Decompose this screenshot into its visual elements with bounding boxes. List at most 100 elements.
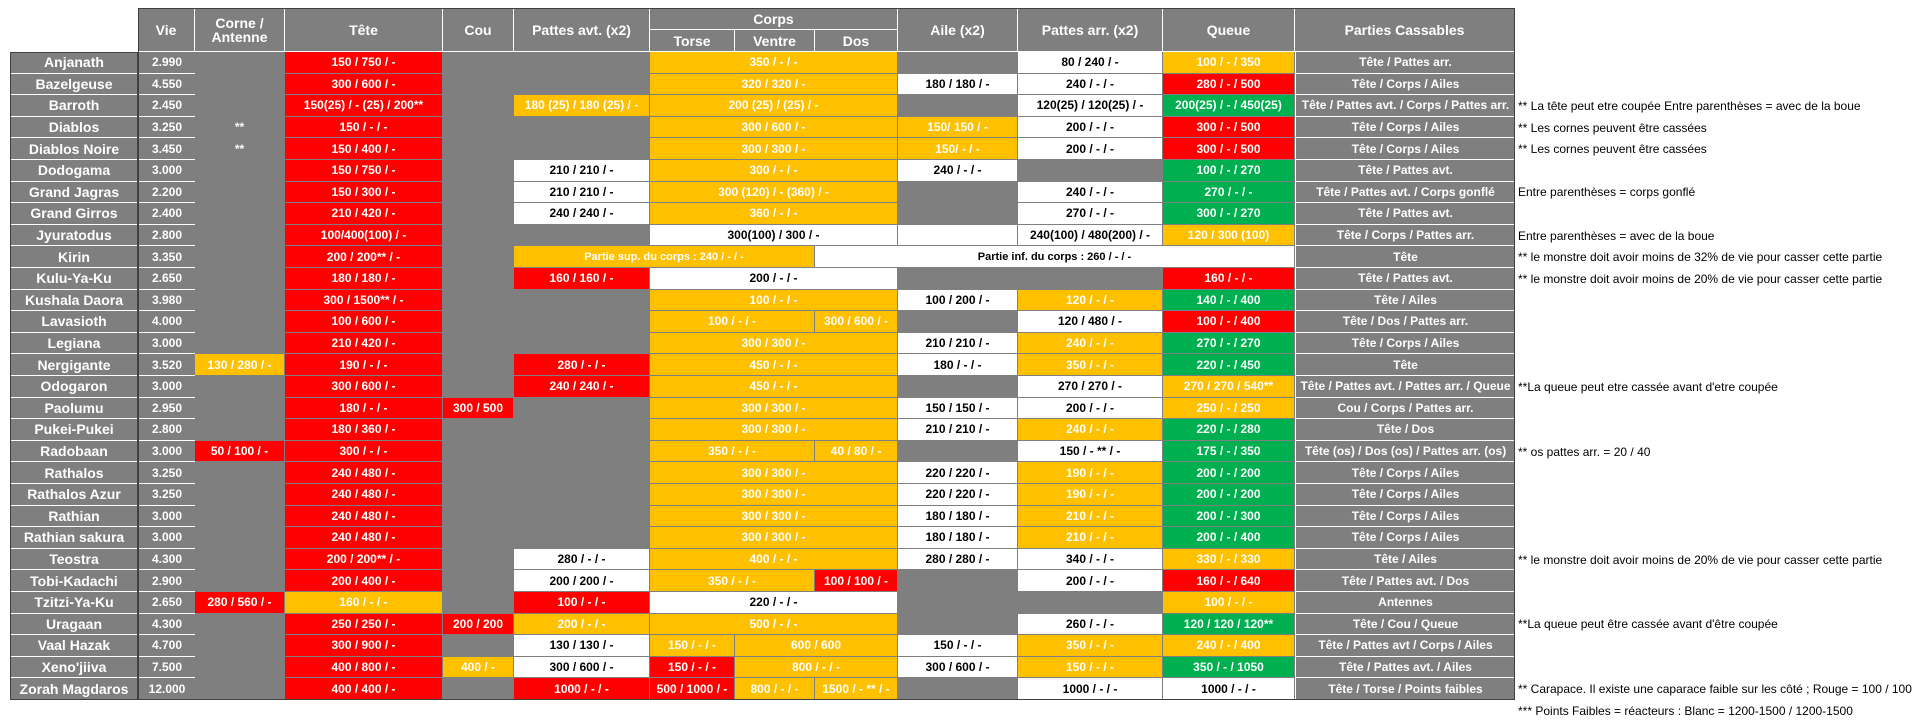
vie-value: 3.980: [138, 289, 195, 312]
row-note: ** le monstre doit avoir moins de 20% de…: [1518, 271, 1883, 286]
parties-cassables-value: Tête / Pattes avt. / Corps gonflé: [1295, 181, 1515, 204]
parties-cassables-value: Cou / Corps / Pattes arr.: [1295, 397, 1515, 420]
part-value-cell: 130 / 130 / -: [514, 635, 650, 657]
part-value-cell: 300 / 300 / -: [650, 462, 898, 484]
part-value-cell: 400 / 400 / -: [285, 678, 443, 700]
footnote: *** Points Faibles = réacteurs : Blanc =…: [1518, 703, 1853, 718]
monster-name: Paolumu: [10, 397, 138, 420]
part-value-cell: [443, 116, 514, 139]
vie-value: 3.250: [138, 484, 195, 506]
vie-value: 4.700: [138, 635, 195, 657]
part-value-cell: [514, 419, 650, 441]
part-value-cell: 200 / - / -: [1018, 138, 1163, 160]
part-value-cell: 340 / - / -: [1018, 548, 1163, 571]
part-value-cell: 200 / - / 300: [1163, 505, 1295, 528]
part-value-cell: 350 / - / -: [650, 570, 815, 592]
part-value-cell: [443, 268, 514, 290]
parties-cassables-value: Tête (os) / Dos (os) / Pattes arr. (os): [1295, 440, 1515, 463]
part-value-cell: 180 / - / -: [285, 397, 443, 420]
part-value-cell: [514, 462, 650, 484]
part-value-cell: 240 / - / -: [1018, 419, 1163, 441]
part-value-cell: [443, 527, 514, 549]
monster-name: Xeno'jiiva: [10, 656, 138, 679]
row-note: ** os pattes arr. = 20 / 40: [1518, 444, 1651, 459]
parties-cassables-value: Tête / Pattes avt.: [1295, 268, 1515, 290]
part-value-cell: 200 / 200** / -: [285, 548, 443, 571]
part-value-cell: 270 / - / -: [1018, 203, 1163, 225]
part-value-cell: 300 / 300 / -: [650, 419, 898, 441]
row-note: ** Les cornes peuvent être cassées: [1518, 142, 1707, 157]
part-value-cell: 180 / - / -: [898, 354, 1018, 376]
parties-cassables-value: Tête / Corps / Ailes: [1295, 332, 1515, 355]
part-value-cell: [514, 116, 650, 139]
part-value-cell: 350 / - / -: [650, 440, 815, 463]
part-value-cell: 180 (25) / 180 (25) / -: [514, 95, 650, 117]
part-value-cell: [1018, 160, 1163, 182]
part-value-cell: 220 / - / 450: [1163, 354, 1295, 376]
parties-cassables-value: Tête / Corps / Ailes: [1295, 73, 1515, 96]
part-value-cell: [443, 332, 514, 355]
part-value-cell: [195, 289, 285, 312]
part-value-cell: 100 / 600 / -: [285, 311, 443, 333]
part-value-cell: **: [195, 116, 285, 139]
vie-value: 2.650: [138, 268, 195, 290]
part-value-cell: 240 / 480 / -: [285, 527, 443, 549]
part-value-cell: [898, 203, 1018, 225]
part-value-cell: [195, 527, 285, 549]
parties-cassables-value: Tête / Pattes avt.: [1295, 160, 1515, 182]
part-value-cell: 150 / - / -: [898, 635, 1018, 657]
part-value-cell: 450 / - / -: [650, 376, 898, 398]
part-value-cell: 100 / 200 / -: [898, 289, 1018, 312]
part-value-cell: 800 / - / -: [735, 656, 898, 679]
part-value-cell: [195, 635, 285, 657]
part-value-cell: 300 / 600 / -: [285, 73, 443, 96]
part-value-cell: [898, 613, 1018, 636]
part-value-cell: [898, 181, 1018, 204]
part-value-cell: [898, 678, 1018, 700]
part-value-cell: [443, 678, 514, 700]
part-value-cell: 180 / 180 / -: [285, 268, 443, 290]
part-value-cell: [514, 332, 650, 355]
part-value-cell: 150 / 150 / -: [898, 397, 1018, 420]
part-value-cell: [195, 73, 285, 96]
monster-name: Radobaan: [10, 440, 138, 463]
part-value-cell: [514, 289, 650, 312]
part-value-cell: 100 / - / -: [514, 592, 650, 614]
monster-name: Tobi-Kadachi: [10, 570, 138, 592]
part-value-cell: 80 / 240 / -: [1018, 52, 1163, 74]
part-value-cell: [443, 354, 514, 376]
part-value-cell: 150 / 750 / -: [285, 52, 443, 74]
header-aile: Aile (x2): [898, 8, 1018, 52]
part-value-cell: 270 / - / 270: [1163, 332, 1295, 355]
part-value-cell: 100 / - / -: [650, 289, 898, 312]
part-value-cell: [514, 73, 650, 96]
part-value-cell: 200 / 200** / -: [285, 246, 443, 268]
part-value-cell: [195, 203, 285, 225]
part-value-cell: [443, 224, 514, 247]
part-value-cell: 100 / - / 270: [1163, 160, 1295, 182]
monster-name: Vaal Hazak: [10, 635, 138, 657]
part-value-cell: 250 / 250 / -: [285, 613, 443, 636]
part-value-cell: [443, 505, 514, 528]
part-value-cell: [443, 376, 514, 398]
part-value-cell: 1000 / - / -: [1018, 678, 1163, 700]
part-value-cell: 400 / - / -: [650, 548, 898, 571]
part-value-cell: 100/400(100) / -: [285, 224, 443, 247]
parties-cassables-value: Tête / Pattes avt. / Dos: [1295, 570, 1515, 592]
part-value-cell: 200 / 400 / -: [285, 570, 443, 592]
parties-cassables-value: Tête / Corps / Ailes: [1295, 505, 1515, 528]
vie-value: 3.250: [138, 462, 195, 484]
part-value-cell: 120 / - / -: [1018, 289, 1163, 312]
part-value-cell: [195, 548, 285, 571]
part-value-cell: 210 / - / -: [1018, 505, 1163, 528]
part-value-cell: [443, 462, 514, 484]
header-corps: Corps: [650, 8, 898, 30]
part-value-cell: [1018, 592, 1163, 614]
part-value-cell: 300 / 600 / -: [514, 656, 650, 679]
row-note: ** Les cornes peuvent être cassées: [1518, 120, 1707, 135]
vie-value: 3.000: [138, 332, 195, 355]
part-value-cell: [195, 332, 285, 355]
part-value-cell: 40 / 80 / -: [815, 440, 898, 463]
part-value-cell: 350 / - / -: [1018, 635, 1163, 657]
